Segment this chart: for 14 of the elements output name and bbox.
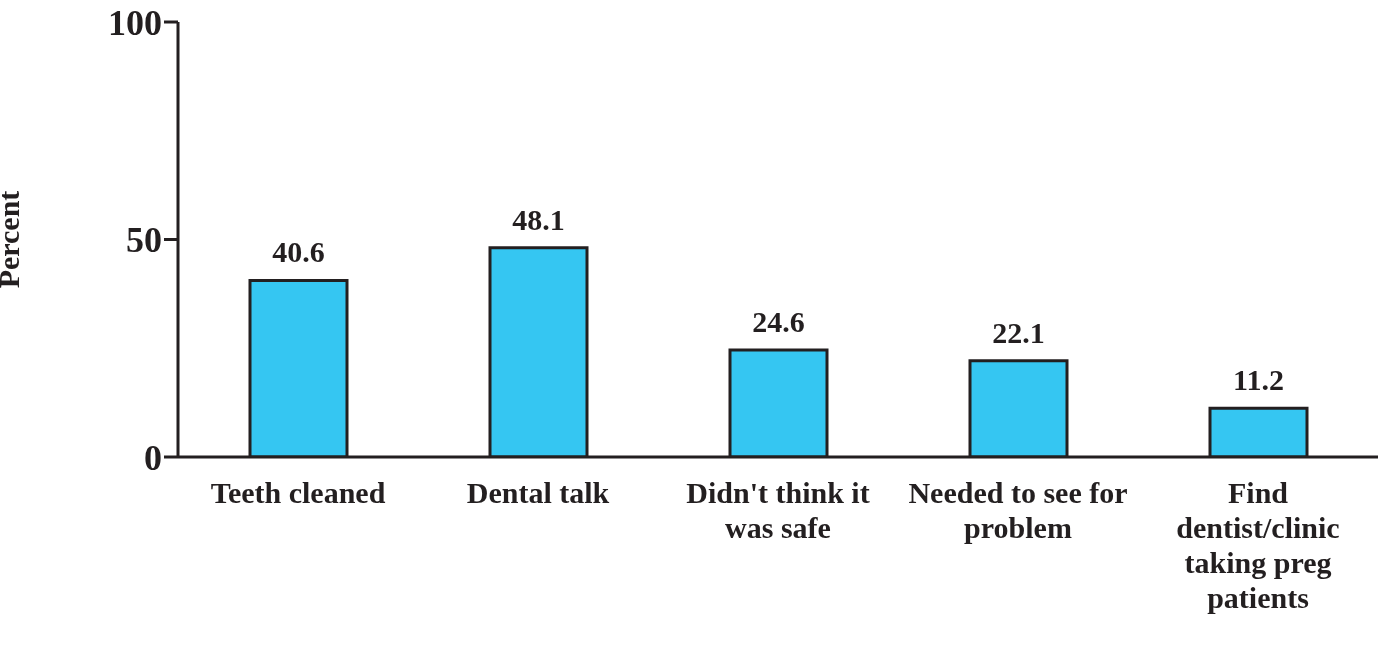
x-tick-label: Needed to see for problem [908,476,1128,544]
x-tick-label: Find dentist/clinic taking preg patients [1176,476,1340,614]
y-tick-label: 50 [126,220,162,261]
x-tick-label: Teeth cleaned [210,476,386,509]
data-label: 40.6 [272,235,325,269]
y-tick-label: 100 [108,2,162,43]
data-label: 48.1 [512,202,565,236]
data-label: 22.1 [992,315,1045,349]
data-label: 24.6 [752,304,805,338]
data-label: 11.2 [1233,363,1284,397]
x-tick-label: Didn't think it was safe [686,476,870,544]
y-axis-title: Percent [0,190,25,289]
x-tick-label: Dental talk [466,476,610,509]
y-tick-label: 0 [144,437,162,478]
